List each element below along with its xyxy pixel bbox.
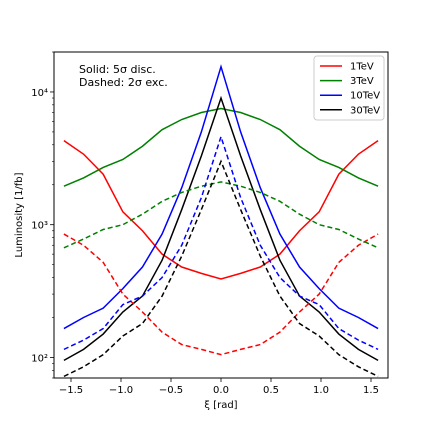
legend-label-10tev: 10TeV <box>350 91 380 102</box>
dashed-line-series-5 <box>63 181 379 249</box>
legend-label-3tev: 3TeV <box>350 76 374 87</box>
legend-box <box>313 55 385 121</box>
ticks-layer: −1.5 −1.0 −0.5 0.0 0.5 1.0 1.5 10² 10³ 10⁴ <box>31 51 379 396</box>
legend: 1TeV 3TeV 10TeV 30TeV <box>313 55 385 121</box>
solid-line-30tev <box>63 95 379 362</box>
dashed-line-series-4 <box>63 233 379 356</box>
dashed-line-series-6 <box>63 134 379 351</box>
y-tick-label: 10³ <box>31 221 48 232</box>
solid-line-3tev <box>63 107 379 187</box>
series-layer <box>63 64 379 378</box>
dashed-line-series-7 <box>63 159 379 378</box>
y-axis-label: Luminosity [1/fb] <box>14 172 25 257</box>
legend-label-1tev: 1TeV <box>350 62 374 73</box>
x-tick-label: −1.0 <box>109 385 133 396</box>
x-tick-label: 1.0 <box>313 385 329 396</box>
solid-line-1tev <box>63 139 379 280</box>
legend-label-30tev: 30TeV <box>350 105 380 116</box>
x-tick-label: 1.5 <box>363 385 379 396</box>
x-tick-label: 0.0 <box>213 385 229 396</box>
y-tick-label: 10⁴ <box>31 88 48 99</box>
annotation-dashed: Dashed: 2σ exc. <box>79 76 168 89</box>
y-tick-label: 10² <box>31 353 48 364</box>
x-axis-label: ξ [rad] <box>204 400 237 411</box>
annotation-solid: Solid: 5σ disc. <box>79 63 156 76</box>
x-tick-label: −1.5 <box>59 385 83 396</box>
solid-line-10tev <box>63 64 379 330</box>
x-tick-label: 0.5 <box>263 385 279 396</box>
x-tick-label: −0.5 <box>159 385 183 396</box>
